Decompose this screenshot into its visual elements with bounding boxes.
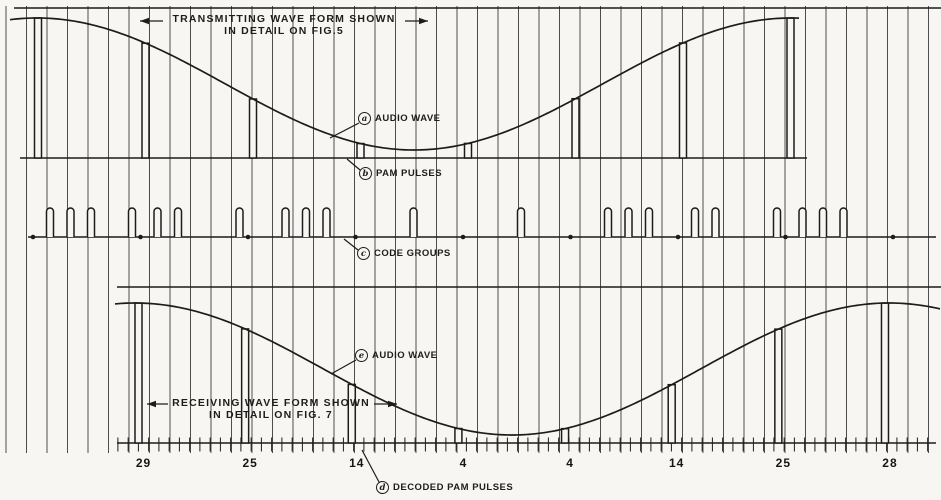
dimension-arrows: [140, 17, 428, 408]
section-lines: [14, 7, 941, 288]
code-group-marker: [30, 234, 36, 240]
decoded-sample-value: 29: [135, 456, 152, 470]
code-group-marker: [783, 234, 788, 240]
decoded-sample-value: 14: [669, 456, 685, 470]
annotation-transmitting: TRANSMITTING WAVE FORM SHOWN IN DETAIL O…: [163, 13, 405, 37]
pam-pulse: [678, 42, 688, 159]
code-bit-pulse: [711, 207, 720, 237]
code-group-marker: [568, 234, 573, 240]
decoded-pam-pulse: [667, 383, 676, 444]
leader-line: [329, 122, 360, 139]
leader-line: [330, 359, 357, 375]
code-bit-pulse: [173, 207, 183, 237]
code-group-marker: [460, 234, 466, 240]
code-bit-pulse: [798, 207, 807, 237]
decoded-pam-pulse: [560, 427, 570, 444]
code-bit-pulse: [516, 207, 526, 237]
leader-line: [343, 238, 359, 251]
code-group-marker: [890, 234, 896, 240]
label-audio-wave-bottom: e AUDIO WAVE: [355, 349, 438, 362]
annotation-receiving-line1: RECEIVING WAVE FORM SHOWN: [172, 397, 370, 409]
label-decoded-pam-pulses-text: DECODED PAM PULSES: [393, 482, 514, 493]
decoded-sample-value: 25: [775, 456, 792, 470]
code-group-marker: [138, 234, 143, 240]
code-bit-pulse: [818, 207, 828, 237]
label-letter-e-icon: e: [355, 349, 368, 362]
annotation-receiving-line2: IN DETAIL ON FIG. 7: [209, 408, 333, 421]
code-bit-pulse: [690, 207, 700, 237]
label-pam-pulses: b PAM PULSES: [359, 167, 442, 180]
annotation-transmitting-line2: IN DETAIL ON FIG.5: [224, 24, 344, 37]
receive-waveform: [114, 302, 941, 452]
code-bit-pulse: [301, 207, 311, 237]
audio-wave-top-curve: [9, 17, 800, 151]
label-code-groups: c CODE GROUPS: [357, 247, 451, 260]
decoded-sample-value: 4: [566, 456, 574, 470]
leader-lines: [329, 122, 380, 483]
transmitting-arrow-right-head: [419, 17, 428, 25]
label-audio-wave-top-text: AUDIO WAVE: [375, 113, 441, 124]
annotation-transmitting-line1: TRANSMITTING WAVE FORM SHOWN: [172, 13, 396, 25]
label-audio-wave-bottom-text: AUDIO WAVE: [372, 350, 438, 361]
decoded-pam-pulse: [134, 302, 143, 444]
pam-pulse: [463, 142, 473, 159]
leader-line: [361, 449, 380, 483]
pam-pulse: [33, 17, 43, 159]
receiving-arrow-left-head: [147, 400, 156, 408]
code-bit-pulse: [409, 207, 418, 237]
label-audio-wave-top: a AUDIO WAVE: [358, 112, 441, 125]
label-letter-c-icon: c: [357, 247, 370, 260]
code-bit-pulse: [644, 207, 654, 237]
code-group-marker: [675, 234, 681, 240]
transmit-waveform: [9, 17, 807, 159]
decoded-pam-pulse: [880, 302, 890, 444]
receiving-arrow-right-head: [388, 400, 397, 408]
pam-pulse: [356, 142, 365, 159]
label-letter-b-icon: b: [359, 167, 372, 180]
pam-pulse: [571, 97, 580, 159]
code-bit-pulse: [86, 207, 96, 237]
decoded-pam-pulse: [454, 427, 463, 444]
pam-pulse: [141, 42, 150, 159]
decoded-sample-value: 4: [459, 456, 468, 470]
audio-wave-bottom-curve: [114, 302, 941, 436]
label-letter-d-icon: d: [376, 481, 389, 494]
code-bit-pulse: [281, 207, 290, 237]
label-decoded-pam-pulses: d DECODED PAM PULSES: [376, 481, 513, 494]
code-group-marker: [353, 234, 358, 240]
code-bit-pulse: [45, 207, 55, 237]
code-bit-pulse: [839, 207, 848, 237]
code-bit-pulse: [322, 207, 331, 237]
code-bit-pulse: [127, 207, 137, 237]
decoded-sample-value: 14: [349, 456, 365, 470]
code-bit-pulse: [66, 207, 75, 237]
decoded-sample-value: 25: [242, 456, 258, 470]
code-bit-pulse: [153, 207, 162, 237]
pam-pulse: [786, 17, 795, 159]
decoded-pam-pulse: [774, 328, 783, 444]
code-bit-pulse: [235, 207, 244, 237]
label-code-groups-text: CODE GROUPS: [374, 248, 451, 259]
decoded-pam-pulse: [240, 328, 250, 444]
leader-line: [346, 158, 361, 171]
label-letter-a-icon: a: [358, 112, 371, 125]
transmitting-arrow-left-head: [140, 17, 149, 25]
decoded-sample-value: 28: [882, 456, 898, 470]
code-bit-pulse: [603, 207, 613, 237]
code-group-marker: [245, 234, 251, 240]
code-bit-pulse: [772, 207, 782, 237]
annotation-receiving: RECEIVING WAVE FORM SHOWN IN DETAIL ON F…: [167, 397, 375, 421]
code-bit-pulse: [624, 207, 633, 237]
pam-pulse: [248, 98, 258, 159]
grid: [5, 6, 930, 453]
label-pam-pulses-text: PAM PULSES: [376, 168, 443, 179]
code-groups-waveform: [28, 207, 936, 240]
